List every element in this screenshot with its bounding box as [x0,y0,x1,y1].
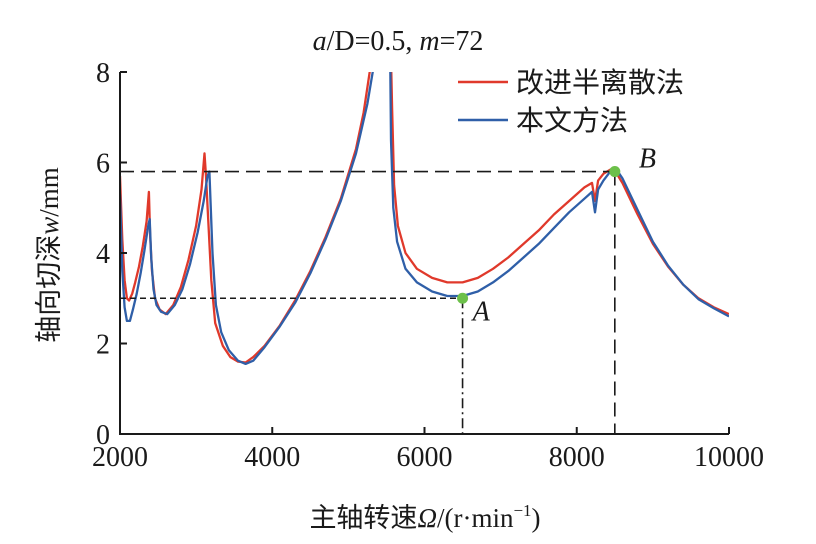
chart-title: a/D=0.5, m=72 [313,26,484,57]
y-axis-label: 轴向切深w/mm [34,167,64,343]
legend: 改进半离散法 本文方法 [458,67,684,137]
axis-ticks: 2000 4000 6000 8000 10000 0 2 4 6 8 [92,58,764,473]
legend-label-proposed: 本文方法 [516,105,628,137]
y-tick-label: 8 [96,58,110,89]
point-label-a: A [471,296,491,327]
point-markers [457,166,621,304]
x-tick-label: 8000 [549,442,605,473]
x-tick-label: 2000 [92,442,148,473]
x-tick-label: 10000 [694,442,764,473]
point-marker-b [609,166,621,178]
guide-lines [120,170,616,434]
x-axis-label: 主轴转速Ω/(r·min−1) [309,501,540,533]
y-tick-label: 2 [96,330,110,361]
x-tick-label: 6000 [397,442,453,473]
point-marker-a [457,292,469,304]
y-tick-label: 0 [96,420,110,451]
series-line-proposed [119,72,729,366]
series-layer [119,72,729,366]
legend-label-improved: 改进半离散法 [516,67,684,99]
point-label-b: B [639,144,656,175]
x-tick-label: 4000 [244,442,300,473]
y-tick-label: 4 [96,239,110,270]
y-tick-label: 6 [96,149,110,180]
